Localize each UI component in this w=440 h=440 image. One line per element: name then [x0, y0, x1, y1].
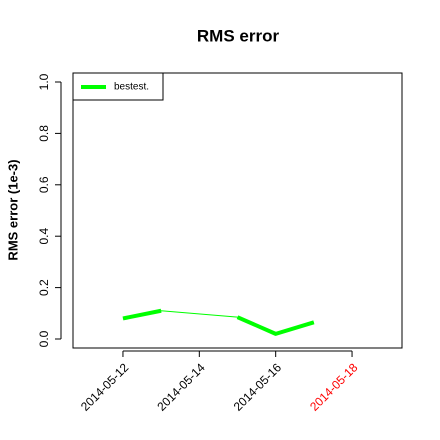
y-tick-label: 0.8	[37, 125, 51, 142]
x-tick-label: 2014-05-14	[154, 360, 208, 414]
y-tick-label: 1.0	[37, 73, 51, 90]
y-tick-label: 0.6	[37, 176, 51, 193]
y-tick-label: 0.4	[37, 228, 51, 245]
y-axis-label: RMS error (1e-3)	[5, 159, 20, 260]
legend-box	[72, 72, 164, 101]
x-tick-label: 2014-05-18	[307, 360, 361, 414]
chart-title: RMS error	[197, 26, 280, 45]
x-tick-label: 2014-05-12	[78, 360, 132, 414]
series-line	[122, 308, 162, 321]
series-line	[236, 315, 315, 336]
y-tick-label: 0.2	[37, 279, 51, 296]
plot-frame	[72, 72, 403, 349]
y-tick-label: 0.0	[37, 330, 51, 347]
legend-label: bestest.	[114, 82, 149, 93]
x-tick-label: 2014-05-16	[231, 360, 285, 414]
